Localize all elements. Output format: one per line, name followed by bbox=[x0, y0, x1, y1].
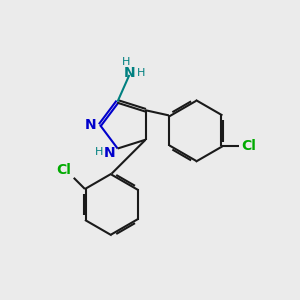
Text: N: N bbox=[85, 118, 96, 132]
Text: Cl: Cl bbox=[242, 139, 256, 153]
Text: H: H bbox=[136, 68, 145, 78]
Text: N: N bbox=[103, 146, 115, 160]
Text: Cl: Cl bbox=[56, 163, 71, 177]
Text: N: N bbox=[124, 66, 135, 80]
Text: H: H bbox=[95, 147, 103, 157]
Text: H: H bbox=[122, 57, 130, 67]
